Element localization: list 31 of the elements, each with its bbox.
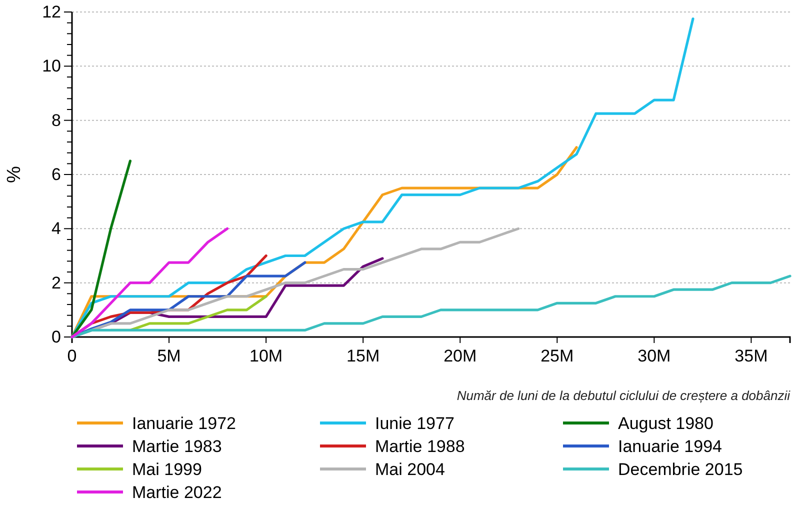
legend-label: Ianuarie 1972 [132,414,236,433]
y-tick-label: 10 [42,56,61,76]
legend-label: Ianuarie 1994 [618,436,722,456]
x-tick-label: 15M [346,346,380,366]
x-tick-label: 25M [540,346,574,366]
y-tick-label: 8 [52,110,61,130]
x-tick-label: 20M [444,346,477,366]
y-tick-label: 6 [52,164,61,184]
legend-label: Martie 2022 [132,482,222,502]
line-series [70,227,229,338]
x-tick-label: 10M [250,346,283,366]
legend-label: August 1980 [618,414,714,433]
y-tick-label: 4 [52,219,61,238]
y-tick-label: 2 [52,273,61,292]
line-series [70,160,132,338]
x-tick-label: 0 [67,346,77,366]
legend-label: Iunie 1977 [375,414,454,433]
x-tick-label: 30M [638,346,671,366]
legend-label: Mai 2004 [375,460,445,479]
legend-label: Decembrie 2015 [618,460,743,479]
line-series [70,274,792,338]
line-series [70,17,694,338]
legend-label: Martie 1983 [132,436,222,456]
y-axis-title: % [4,166,25,183]
legend-label: Mai 1999 [132,460,202,479]
x-tick-label: 35M [734,346,768,366]
y-tick-label: 0 [52,327,61,346]
legend-label: Martie 1988 [375,436,465,456]
y-tick-label: 12 [42,2,61,22]
x-axis-title: Număr de luni de la debutul ciclului de creștere a dobânzii [456,388,792,403]
x-tick-label: 5M [157,346,181,366]
